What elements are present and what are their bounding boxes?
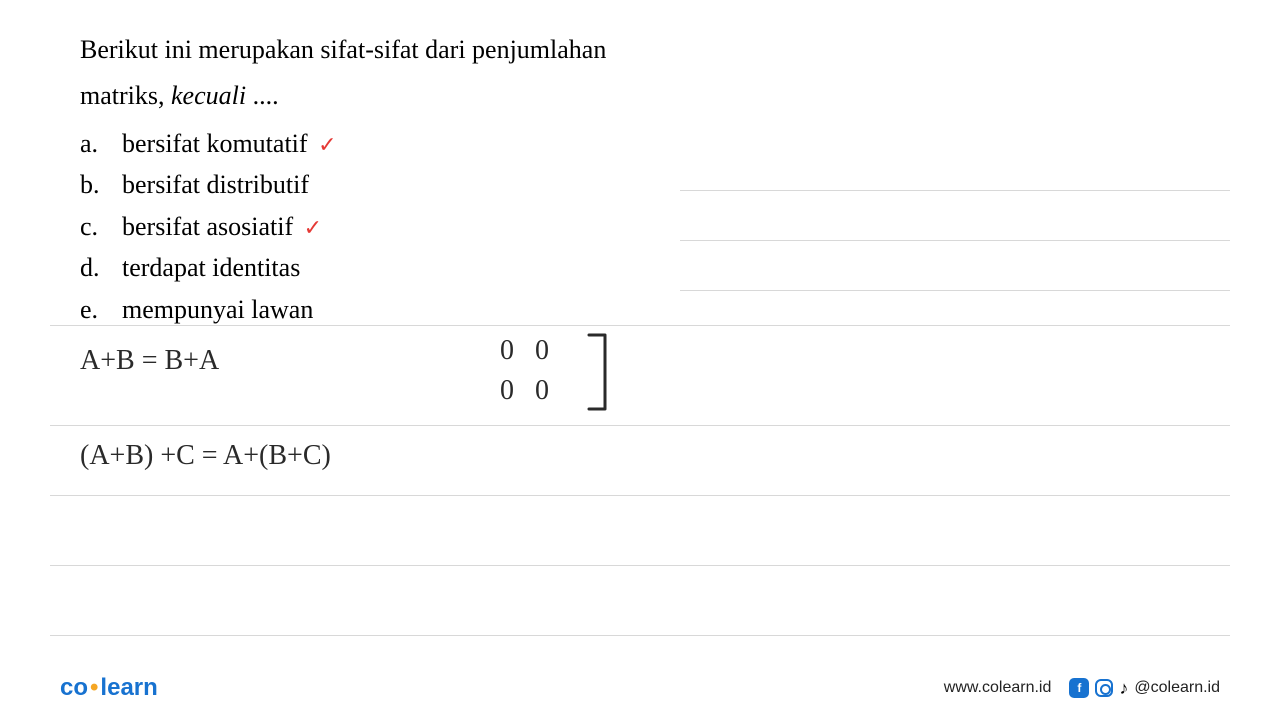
ruled-line: [50, 635, 1230, 636]
option-b: b. bersifat distributif: [80, 164, 1200, 206]
facebook-icon: f: [1069, 678, 1089, 698]
logo-learn: learn: [100, 674, 157, 701]
question-line2: matriks, kecuali ....: [80, 76, 1200, 116]
matrix-r2c1: 0: [500, 375, 514, 406]
footer: co•learn www.colearn.id f ♪ @colearn.id: [60, 674, 1220, 702]
logo-dot-icon: •: [88, 674, 100, 701]
option-text: bersifat komutatif ✓: [122, 123, 337, 165]
footer-handle: @colearn.id: [1134, 679, 1220, 697]
question-line1: Berikut ini merupakan sifat-sifat dari p…: [80, 30, 1200, 70]
question-line2-prefix: matriks,: [80, 81, 171, 110]
social-icons: f ♪ @colearn.id: [1069, 678, 1220, 699]
option-d: d. terdapat identitas: [80, 247, 1200, 289]
option-letter: d.: [80, 247, 100, 289]
logo-co: co: [60, 674, 88, 701]
question-line2-italic: kecuali: [171, 81, 246, 110]
handwriting-eq2: (A+B) +C = A+(B+C): [80, 440, 331, 472]
question-line2-suffix: ....: [246, 81, 279, 110]
handwriting-eq1: A+B = B+A: [80, 345, 219, 377]
content-area: Berikut ini merupakan sifat-sifat dari p…: [0, 0, 1280, 331]
option-text: mempunyai lawan: [122, 289, 313, 331]
ruled-line: [50, 495, 1230, 496]
ruled-line: [50, 425, 1230, 426]
option-c: c. bersifat asosiatif ✓: [80, 206, 1200, 248]
zero-matrix: 0 0 0 0: [500, 335, 549, 399]
footer-right: www.colearn.id f ♪ @colearn.id: [944, 678, 1220, 699]
footer-url: www.colearn.id: [944, 679, 1052, 697]
option-text: bersifat distributif: [122, 164, 309, 206]
option-a: a. bersifat komutatif ✓: [80, 123, 1200, 165]
logo: co•learn: [60, 674, 158, 702]
check-icon: ✓: [318, 127, 336, 162]
instagram-icon: [1095, 679, 1113, 697]
ruled-line: [50, 565, 1230, 566]
option-letter: c.: [80, 206, 100, 248]
matrix-r1c1: 0: [500, 335, 514, 366]
matrix-bracket-icon: [585, 331, 615, 416]
options-list: a. bersifat komutatif ✓ b. bersifat dist…: [80, 123, 1200, 331]
option-letter: a.: [80, 123, 100, 165]
option-letter: b.: [80, 164, 100, 206]
option-text: bersifat asosiatif ✓: [122, 206, 322, 248]
option-e: e. mempunyai lawan: [80, 289, 1200, 331]
tiktok-icon: ♪: [1119, 678, 1128, 699]
option-letter: e.: [80, 289, 100, 331]
option-text: terdapat identitas: [122, 247, 300, 289]
matrix-r1c2: 0: [535, 335, 549, 366]
check-icon: ✓: [304, 210, 322, 245]
matrix-r2c2: 0: [535, 375, 549, 406]
